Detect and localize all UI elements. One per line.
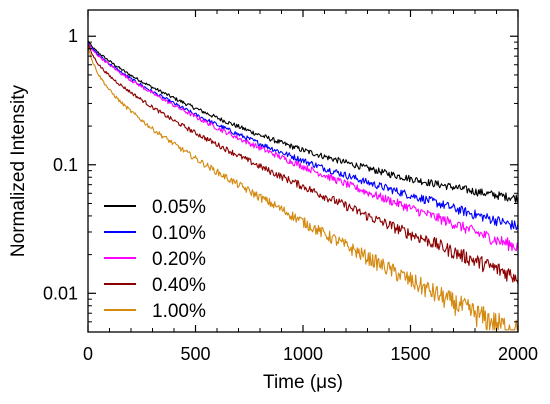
legend-label: 0.40% bbox=[152, 275, 206, 296]
y-tick-label: 0.1 bbox=[53, 155, 78, 175]
series-layer bbox=[87, 40, 519, 331]
plot-frame bbox=[87, 9, 519, 333]
plot-background bbox=[88, 10, 518, 332]
x-tick-label: 2000 bbox=[498, 344, 538, 364]
y-axis-label: Normalized Intensity bbox=[8, 84, 29, 257]
x-tick-label: 1000 bbox=[283, 344, 323, 364]
series-line-2 bbox=[87, 42, 519, 252]
x-tick-label: 0 bbox=[83, 344, 93, 364]
y-tick-label: 1 bbox=[68, 26, 78, 46]
x-tick-label: 1500 bbox=[390, 344, 430, 364]
x-tick-label: 500 bbox=[180, 344, 210, 364]
series-line-3 bbox=[87, 44, 519, 285]
legend-label: 0.05% bbox=[152, 197, 206, 218]
y-tick-label: 0.01 bbox=[43, 283, 78, 303]
legend-label: 0.10% bbox=[152, 223, 206, 244]
x-axis-label: Time (μs) bbox=[263, 372, 343, 393]
series-line-0 bbox=[87, 40, 519, 203]
series-line-1 bbox=[87, 42, 519, 231]
legend-label: 1.00% bbox=[152, 301, 206, 322]
legend: 0.05% 0.10% 0.20% 0.40% 1.00% bbox=[104, 197, 206, 322]
series-line-4 bbox=[87, 45, 519, 331]
legend-label: 0.20% bbox=[152, 249, 206, 270]
